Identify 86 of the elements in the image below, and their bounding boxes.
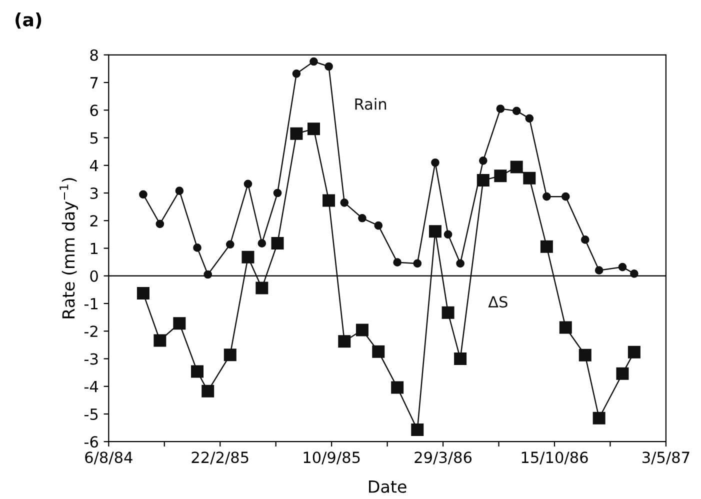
series-label: Rain (355, 98, 386, 110)
point (428, 225, 442, 238)
point (374, 221, 383, 230)
point (273, 188, 282, 198)
point (561, 192, 570, 201)
point (256, 282, 268, 294)
x-tick-label: 29/3/86 (414, 452, 472, 464)
point (618, 262, 627, 272)
y-tick-label: -6 (84, 436, 98, 448)
y-axis-title: Rate (mm day$^{−1}$) (60, 178, 78, 318)
y-tick-label: -2 (84, 326, 98, 337)
point (310, 57, 318, 66)
point (512, 106, 521, 116)
y-tick-label: -4 (84, 381, 98, 392)
point (525, 114, 534, 123)
point (540, 240, 553, 253)
point (136, 287, 150, 300)
y-tick-label: 0 (90, 270, 98, 282)
point (290, 127, 303, 140)
point (224, 348, 236, 362)
point (139, 190, 148, 199)
point (456, 259, 464, 268)
y-tick-label: 7 (90, 77, 98, 88)
y-tick-label: -3 (84, 353, 98, 365)
y-tick-label: 4 (90, 160, 98, 172)
point (358, 214, 366, 222)
point (496, 104, 505, 113)
point (258, 239, 266, 248)
point (204, 270, 212, 279)
y-tick-label: 5 (90, 132, 98, 144)
point (523, 172, 536, 184)
point (173, 317, 186, 330)
point (476, 174, 490, 187)
series-label: ΔS (488, 296, 508, 308)
point (510, 160, 523, 174)
x-axis-title: Date (369, 480, 406, 493)
point (191, 365, 204, 378)
point (580, 236, 590, 244)
point (193, 244, 202, 252)
point (442, 306, 454, 319)
point (244, 180, 252, 188)
point (431, 158, 440, 167)
point (242, 250, 254, 264)
point (630, 270, 638, 278)
y-tick-label: 6 (90, 104, 98, 116)
point (542, 192, 551, 201)
point (324, 62, 333, 71)
point (226, 240, 234, 249)
point (156, 220, 164, 228)
point (411, 423, 424, 436)
chart-title: (a) (16, 12, 42, 29)
point (616, 367, 629, 380)
point (393, 258, 402, 267)
point (372, 345, 385, 358)
point (578, 348, 592, 362)
point (307, 122, 320, 136)
point (494, 170, 507, 182)
y-tick-label: 1 (90, 242, 98, 254)
y-tick-label: 2 (90, 215, 98, 226)
point (154, 334, 166, 347)
point (413, 259, 422, 268)
point (271, 237, 284, 250)
point (628, 346, 640, 358)
point (322, 194, 336, 207)
point (356, 324, 368, 336)
point (444, 230, 452, 239)
point (592, 412, 606, 424)
point (559, 321, 572, 334)
point (292, 70, 301, 78)
x-tick-label: 3/5/87 (642, 452, 690, 464)
point (175, 186, 184, 195)
y-tick-label: -1 (84, 298, 98, 310)
x-tick-label: 22/2/85 (192, 452, 248, 464)
x-tick-label: 10/9/85 (304, 452, 360, 464)
x-tick-label: 6/8/84 (85, 452, 132, 464)
point (391, 381, 404, 394)
point (454, 352, 467, 365)
x-tick-label: 15/10/86 (522, 452, 588, 464)
point (340, 198, 349, 207)
point (478, 156, 488, 165)
y-tick-label: -5 (84, 408, 98, 420)
y-tick-label: 3 (90, 187, 98, 200)
point (594, 266, 604, 275)
point (202, 384, 214, 398)
point (338, 335, 351, 348)
y-tick-label: 8 (90, 49, 98, 61)
